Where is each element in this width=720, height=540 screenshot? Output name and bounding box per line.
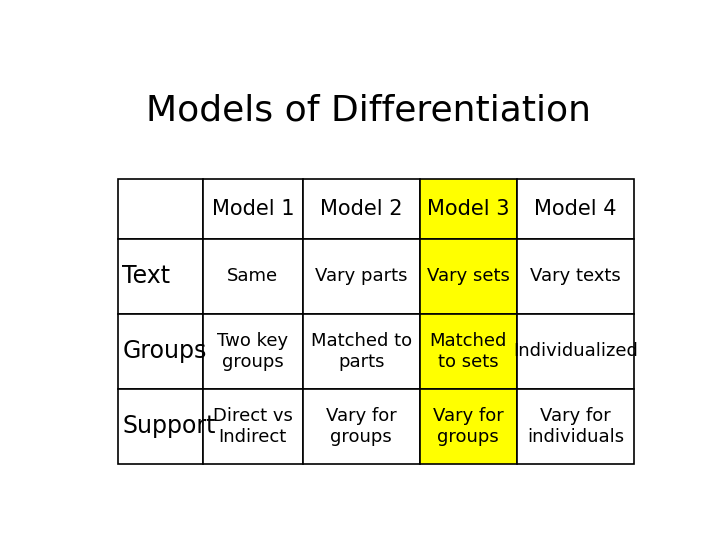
Text: Matched to
parts: Matched to parts	[311, 332, 412, 371]
Bar	[420, 179, 517, 239]
Text: Models of Differentiation: Models of Differentiation	[146, 94, 592, 128]
Text: Vary for
groups: Vary for groups	[326, 407, 397, 446]
Text: Same: Same	[228, 267, 279, 286]
Text: Vary for
groups: Vary for groups	[433, 407, 504, 446]
Text: Vary for
individuals: Vary for individuals	[527, 407, 624, 446]
Bar	[203, 239, 302, 314]
Text: Vary parts: Vary parts	[315, 267, 408, 286]
Bar	[517, 239, 634, 314]
Text: Model 2: Model 2	[320, 199, 402, 219]
Bar	[517, 314, 634, 389]
Text: Vary sets: Vary sets	[427, 267, 510, 286]
Bar	[118, 389, 203, 464]
Bar	[420, 239, 517, 314]
Bar	[517, 179, 634, 239]
Bar	[302, 239, 420, 314]
Bar	[203, 314, 302, 389]
Text: Model 4: Model 4	[534, 199, 616, 219]
Text: Two key
groups: Two key groups	[217, 332, 289, 371]
Text: Model 1: Model 1	[212, 199, 294, 219]
Bar	[118, 314, 203, 389]
Text: Vary texts: Vary texts	[530, 267, 621, 286]
Bar	[302, 314, 420, 389]
Text: Groups: Groups	[122, 340, 207, 363]
Bar	[302, 389, 420, 464]
Bar	[420, 314, 517, 389]
Bar	[203, 179, 302, 239]
Bar	[203, 389, 302, 464]
Bar	[118, 239, 203, 314]
Text: Individualized: Individualized	[513, 342, 638, 361]
Text: Matched
to sets: Matched to sets	[430, 332, 507, 371]
Bar	[118, 179, 203, 239]
Bar	[302, 179, 420, 239]
Text: Model 3: Model 3	[427, 199, 510, 219]
Text: Support: Support	[122, 415, 216, 438]
Text: Text: Text	[122, 265, 171, 288]
Bar	[420, 389, 517, 464]
Text: Direct vs
Indirect: Direct vs Indirect	[213, 407, 293, 446]
Bar	[517, 389, 634, 464]
